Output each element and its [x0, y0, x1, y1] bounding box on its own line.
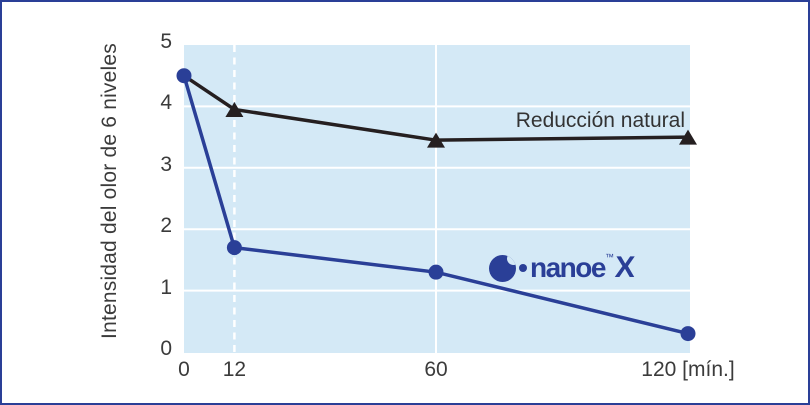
- x-tick-label: 60: [424, 358, 448, 381]
- x-tick-label: 120 [mín.]: [641, 358, 735, 381]
- y-tick-label: 4: [160, 91, 172, 115]
- nanoe-logo-text: nanoe: [530, 252, 606, 283]
- y-tick-label: 0: [160, 337, 172, 360]
- y-axis-label: Intensidad del olor de 6 niveles: [98, 43, 121, 339]
- series-label-reduccion-natural: Reducción natural: [515, 109, 685, 132]
- plot-area: [184, 45, 690, 353]
- nanoe-sphere-icon: [489, 254, 516, 282]
- y-tick-label: 3: [160, 152, 172, 176]
- y-tick-label: 5: [160, 30, 172, 53]
- nanoe-dot-icon: [519, 264, 527, 272]
- x-tick-label: 0: [178, 358, 190, 381]
- y-tick-label: 1: [160, 275, 172, 299]
- y-tick-label: 2: [160, 214, 172, 238]
- nanoe-x-letter: X: [614, 251, 636, 284]
- trademark-symbol: ™: [604, 252, 614, 262]
- nanoe-x-logo: nanoe ™ X: [489, 251, 636, 284]
- x-tick-label: 12: [222, 358, 247, 381]
